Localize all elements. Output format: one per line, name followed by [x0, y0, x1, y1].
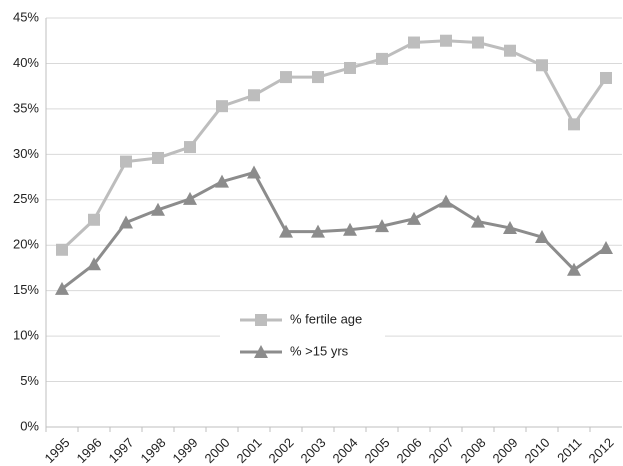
x-tick-label: 2000 — [201, 435, 232, 466]
marker — [216, 100, 228, 113]
marker — [408, 36, 420, 49]
marker — [439, 194, 453, 208]
marker — [184, 141, 196, 154]
marker — [255, 314, 267, 326]
x-tick-label: 1996 — [73, 435, 104, 466]
y-tick-label: 45% — [13, 9, 39, 24]
marker — [472, 36, 484, 49]
marker — [215, 174, 229, 188]
y-tick-label: 20% — [13, 237, 39, 252]
marker — [247, 165, 261, 179]
marker — [254, 345, 268, 358]
marker — [568, 118, 580, 131]
marker — [279, 224, 293, 238]
y-tick-label: 35% — [13, 100, 39, 115]
marker — [567, 262, 581, 276]
marker — [600, 71, 612, 84]
x-tick-label: 2008 — [457, 435, 488, 466]
marker — [120, 155, 132, 168]
marker — [599, 240, 613, 254]
marker — [536, 59, 548, 72]
marker — [376, 52, 388, 65]
marker — [503, 220, 517, 234]
series-line — [60, 39, 608, 251]
y-tick-label: 40% — [13, 55, 39, 70]
marker — [88, 213, 100, 226]
y-tick-label: 5% — [20, 373, 39, 388]
marker — [343, 222, 357, 236]
legend-label: % >15 yrs — [290, 343, 349, 358]
x-tick-label: 1999 — [169, 435, 200, 466]
x-tick-label: 2002 — [265, 435, 296, 466]
marker — [183, 191, 197, 205]
y-tick-label: 10% — [13, 328, 39, 343]
marker — [344, 61, 356, 74]
x-tick-label: 2012 — [585, 435, 616, 466]
series-line — [61, 170, 607, 291]
marker — [56, 243, 68, 256]
marker — [55, 281, 69, 295]
y-tick-label: 30% — [13, 146, 39, 161]
x-tick-label: 2003 — [297, 435, 328, 466]
marker — [504, 44, 516, 57]
marker — [311, 224, 325, 238]
marker — [535, 230, 549, 244]
marker — [152, 151, 164, 164]
y-tick-label: 15% — [13, 282, 39, 297]
marker — [280, 71, 292, 84]
y-tick-label: 25% — [13, 191, 39, 206]
x-tick-label: 2005 — [361, 435, 392, 466]
x-tick-label: 2006 — [393, 435, 424, 466]
marker — [375, 219, 389, 233]
legend-label: % fertile age — [290, 311, 362, 326]
legend-box — [220, 304, 385, 366]
x-tick-label: 2001 — [233, 435, 264, 466]
marker — [248, 89, 260, 102]
marker — [471, 214, 485, 228]
x-tick-label: 1995 — [41, 435, 72, 466]
x-tick-label: 2004 — [329, 435, 360, 466]
x-tick-label: 2007 — [425, 435, 456, 466]
x-tick-label: 1998 — [137, 435, 168, 466]
x-tick-label: 2011 — [554, 435, 584, 465]
marker — [312, 71, 324, 84]
marker — [407, 211, 421, 225]
marker — [151, 202, 165, 216]
marker — [87, 257, 101, 271]
y-tick-label: 0% — [20, 418, 39, 433]
x-tick-label: 2009 — [489, 435, 520, 466]
x-tick-label: 1997 — [105, 435, 136, 466]
marker — [440, 34, 452, 47]
marker — [119, 215, 133, 229]
x-tick-label: 2010 — [521, 435, 552, 466]
